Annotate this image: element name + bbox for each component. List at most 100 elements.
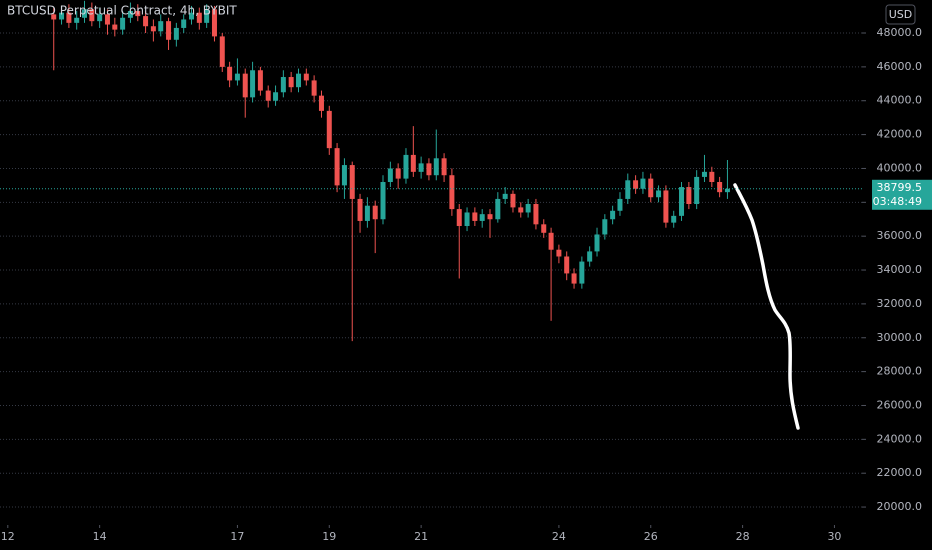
candle-body (594, 234, 600, 252)
candle-body (74, 17, 80, 23)
candle-body (242, 73, 248, 98)
x-tick-label: 24 (552, 530, 566, 543)
candle-body (334, 148, 340, 186)
candle-body (104, 14, 110, 25)
candle-body (610, 210, 616, 220)
candle-body (318, 95, 324, 111)
candle-body (158, 21, 164, 32)
y-tick-label: 22000.0 (877, 466, 923, 479)
candle-body (640, 178, 646, 189)
candle-body (189, 12, 195, 20)
y-tick-label: 24000.0 (877, 432, 923, 445)
candle-body (525, 204, 531, 213)
candle-body (479, 214, 485, 221)
candle-body (564, 256, 570, 274)
x-tick-label: 19 (322, 530, 336, 543)
x-tick-label: 26 (644, 530, 658, 543)
candle-body (426, 163, 432, 176)
candle-body (120, 17, 126, 30)
candle-body (449, 175, 455, 210)
candle-body (495, 198, 501, 220)
y-tick-label: 20000.0 (877, 500, 923, 513)
candle-body (487, 214, 493, 220)
candle-body (211, 9, 217, 37)
candle-body (548, 232, 554, 250)
price-label-box (872, 179, 932, 210)
x-tick-label: 21 (414, 530, 428, 543)
y-tick-label: 32000.0 (877, 297, 923, 310)
candle-body (410, 154, 416, 172)
candle-body (97, 14, 103, 22)
y-tick-label: 42000.0 (877, 128, 923, 141)
candle-body (150, 26, 156, 32)
candle-body (135, 11, 141, 17)
candle-body (724, 188, 730, 193)
candle-body (66, 12, 72, 23)
candle-body (112, 24, 118, 30)
candle-body (602, 219, 608, 235)
candle-body (341, 165, 347, 186)
candle-body (288, 77, 294, 88)
y-tick-label: 44000.0 (877, 94, 923, 107)
currency[interactable]: USD (889, 8, 913, 21)
x-tick-label: 14 (93, 530, 107, 543)
candle-body (196, 12, 202, 23)
candle-body (648, 178, 654, 198)
candle-body (663, 190, 669, 223)
candle-body (403, 154, 409, 179)
candle-body (219, 36, 225, 67)
x-tick-label: 30 (827, 530, 841, 543)
candle-body (372, 205, 378, 220)
candle-body (694, 176, 700, 205)
candle-body (587, 251, 593, 262)
candle-body (250, 70, 256, 98)
candle-body (686, 187, 692, 205)
candle-body (556, 249, 562, 257)
countdown: 03:48:49 (873, 195, 922, 208)
y-tick-label: 40000.0 (877, 161, 923, 174)
candle-body (456, 209, 462, 227)
candle-body (671, 215, 677, 223)
y-tick-label: 28000.0 (877, 365, 923, 378)
candle-body (89, 9, 95, 22)
candle-body (395, 168, 401, 179)
candle-body (502, 193, 508, 199)
candle-body (143, 16, 149, 27)
candle-body (418, 163, 424, 172)
candle-body (380, 181, 386, 220)
candles (51, 0, 730, 342)
candle-body (541, 224, 547, 233)
axes: 20000.0 22000.0 24000.0 26000.0 28000.0 30000… (0, 26, 932, 543)
candle-body (59, 12, 65, 20)
y-tick-label: 48000.0 (877, 26, 923, 39)
candle-body (701, 171, 707, 177)
candle-body (510, 193, 516, 208)
candle-body (656, 190, 662, 198)
candle-body (518, 207, 524, 213)
y-tick-label: 34000.0 (877, 263, 923, 276)
candle-body (303, 73, 309, 81)
candle-body (579, 261, 585, 284)
candle-body (357, 198, 363, 221)
candle-body (464, 212, 470, 227)
candle-body (311, 80, 317, 96)
candle-body (51, 14, 57, 20)
x-tick-label: 28 (736, 530, 750, 543)
candle-body (571, 273, 577, 284)
candle-body (617, 198, 623, 211)
candle-body (82, 9, 88, 18)
drawn-projection (733, 183, 800, 430)
candle-body (364, 205, 370, 221)
candle-body (625, 180, 631, 199)
candle-body (234, 73, 240, 81)
candle-body (280, 77, 286, 93)
candle-body (127, 11, 133, 18)
currency-box[interactable] (885, 4, 916, 25)
candle-body (472, 212, 478, 221)
candle-body (326, 110, 332, 149)
candle-body (349, 165, 355, 199)
candle-body (257, 70, 263, 91)
